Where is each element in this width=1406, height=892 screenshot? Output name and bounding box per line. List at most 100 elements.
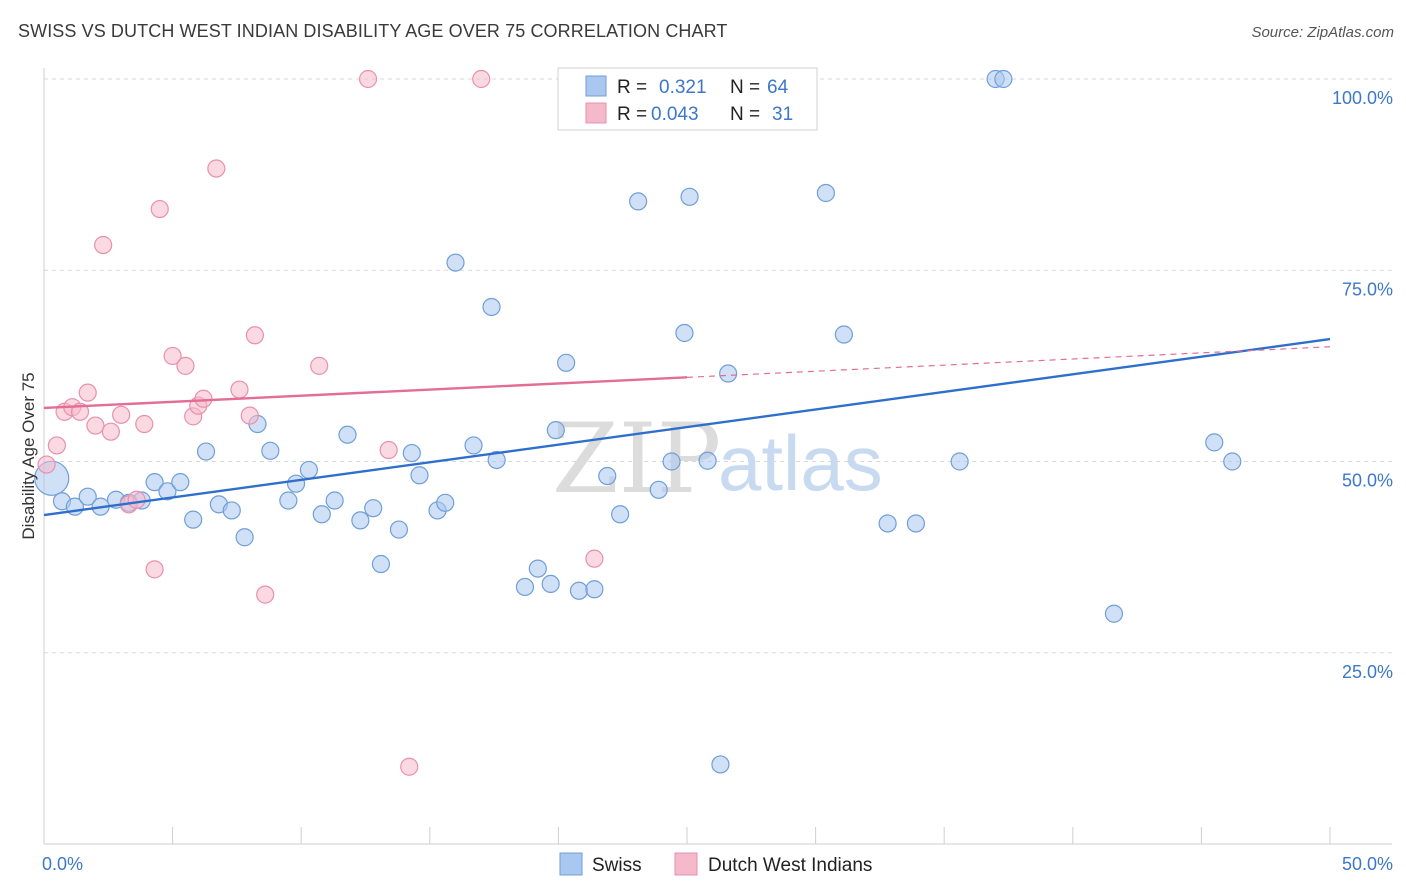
dutch-point [101, 422, 120, 441]
points-layer [34, 69, 1242, 776]
dutch-point [207, 159, 226, 178]
swiss-point [436, 493, 455, 512]
dutch-point [230, 380, 249, 399]
swiss-point [649, 480, 668, 499]
swiss-point [675, 323, 694, 343]
legend-r-value-swiss: 0.321 [659, 77, 707, 98]
y-tick-label: 50.0% [1342, 471, 1393, 491]
swiss-point [338, 425, 357, 444]
swiss-point [1104, 604, 1124, 623]
swiss-point [446, 253, 465, 272]
swiss-point [515, 577, 535, 597]
legend-r-value-dutch: 0.043 [651, 104, 699, 125]
x-tick-label-max: 50.0% [1342, 854, 1393, 874]
legend-swatch-dutch [585, 102, 607, 124]
dutch-point [37, 455, 56, 474]
dutch-point [112, 405, 131, 424]
swiss-point [482, 297, 501, 317]
swiss-point [351, 511, 370, 530]
dutch-point [163, 346, 182, 366]
swiss-point [1205, 433, 1224, 452]
swiss-point [816, 183, 835, 203]
swiss-point [312, 505, 331, 524]
dutch-point [176, 356, 195, 375]
watermark-atlas: atlas [718, 419, 883, 507]
swiss-point [158, 482, 177, 501]
series-legend-swatch-dutch [674, 852, 698, 876]
swiss-point [528, 559, 547, 578]
grid-layer [44, 78, 1392, 654]
dutch-point [150, 199, 169, 219]
dutch-trend-line [43, 376, 688, 410]
chart-source: Source: ZipAtlas.com [1251, 24, 1394, 41]
series-legend-swatch-swiss [559, 852, 583, 876]
swiss-point [171, 473, 190, 492]
y-tick-label: 25.0% [1342, 662, 1393, 682]
dutch-point [472, 69, 491, 89]
dutch-point [256, 585, 275, 604]
swiss-point [78, 487, 97, 506]
dutch-point [135, 414, 154, 434]
swiss-point [719, 364, 738, 383]
dutch-trend-extension [686, 346, 1331, 378]
swiss-point [261, 441, 280, 460]
watermark: ZIP atlas [552, 403, 883, 515]
x-tick-label-min: 0.0% [42, 854, 83, 874]
dutch-point [78, 383, 97, 402]
swiss-point [994, 69, 1013, 89]
swiss-point [325, 491, 344, 510]
swiss-trend-line [43, 337, 1331, 517]
dutch-point [379, 440, 398, 460]
swiss-point [145, 473, 164, 492]
dutch-point [358, 69, 378, 89]
dutch-point [94, 235, 113, 255]
dutch-point [310, 356, 329, 375]
swiss-point [402, 443, 421, 463]
swiss-point [569, 581, 589, 600]
y-tick-labels: 100.0% 75.0% 50.0% 25.0% [1332, 88, 1393, 682]
legend-n-label-swiss: N = [730, 77, 760, 98]
x-tick-labels: 0.0% 50.0% [42, 854, 1393, 874]
swiss-point [629, 192, 648, 211]
chart-title: SWISS VS DUTCH WEST INDIAN DISABILITY AG… [18, 21, 728, 41]
swiss-point [906, 514, 926, 533]
swiss-point [541, 574, 560, 594]
series-legend-label-dutch: Dutch West Indians [708, 855, 872, 876]
swiss-point [464, 436, 483, 455]
dutch-point [127, 490, 146, 509]
swiss-point [389, 520, 409, 539]
dutch-point [585, 549, 604, 568]
swiss-point [662, 452, 681, 471]
swiss-point [878, 514, 897, 533]
y-axis-title: Disability Age Over 75 [19, 372, 38, 539]
swiss-point [371, 554, 391, 574]
series-legend: Swiss Dutch West Indians [559, 852, 872, 876]
dutch-point [47, 436, 66, 455]
legend-r-label-dutch: R = [617, 104, 647, 125]
swiss-point [598, 466, 617, 486]
swiss-point [364, 499, 383, 518]
swiss-point [286, 474, 306, 493]
swiss-point [1223, 452, 1242, 471]
swiss-point [299, 460, 319, 480]
swiss-point [546, 421, 565, 440]
swiss-point [235, 528, 254, 547]
series-legend-label-swiss: Swiss [592, 855, 642, 876]
swiss-point [834, 325, 853, 344]
legend-n-label-dutch: N = [730, 104, 760, 125]
swiss-point [711, 755, 730, 774]
swiss-point [196, 442, 216, 461]
legend-n-value-swiss: 64 [767, 77, 789, 98]
legend-swatch-swiss [585, 75, 607, 97]
dutch-point [194, 389, 213, 408]
swiss-point [611, 505, 630, 524]
dutch-point [400, 757, 419, 776]
swiss-point [680, 187, 699, 206]
swiss-point [222, 501, 241, 520]
dutch-point [145, 560, 164, 579]
dutch-point [86, 416, 105, 435]
stats-legend: R = 0.321 N = 64 R = 0.043 N = 31 [557, 67, 818, 131]
legend-r-label-swiss: R = [617, 77, 647, 98]
watermark-zip: ZIP [552, 403, 721, 515]
